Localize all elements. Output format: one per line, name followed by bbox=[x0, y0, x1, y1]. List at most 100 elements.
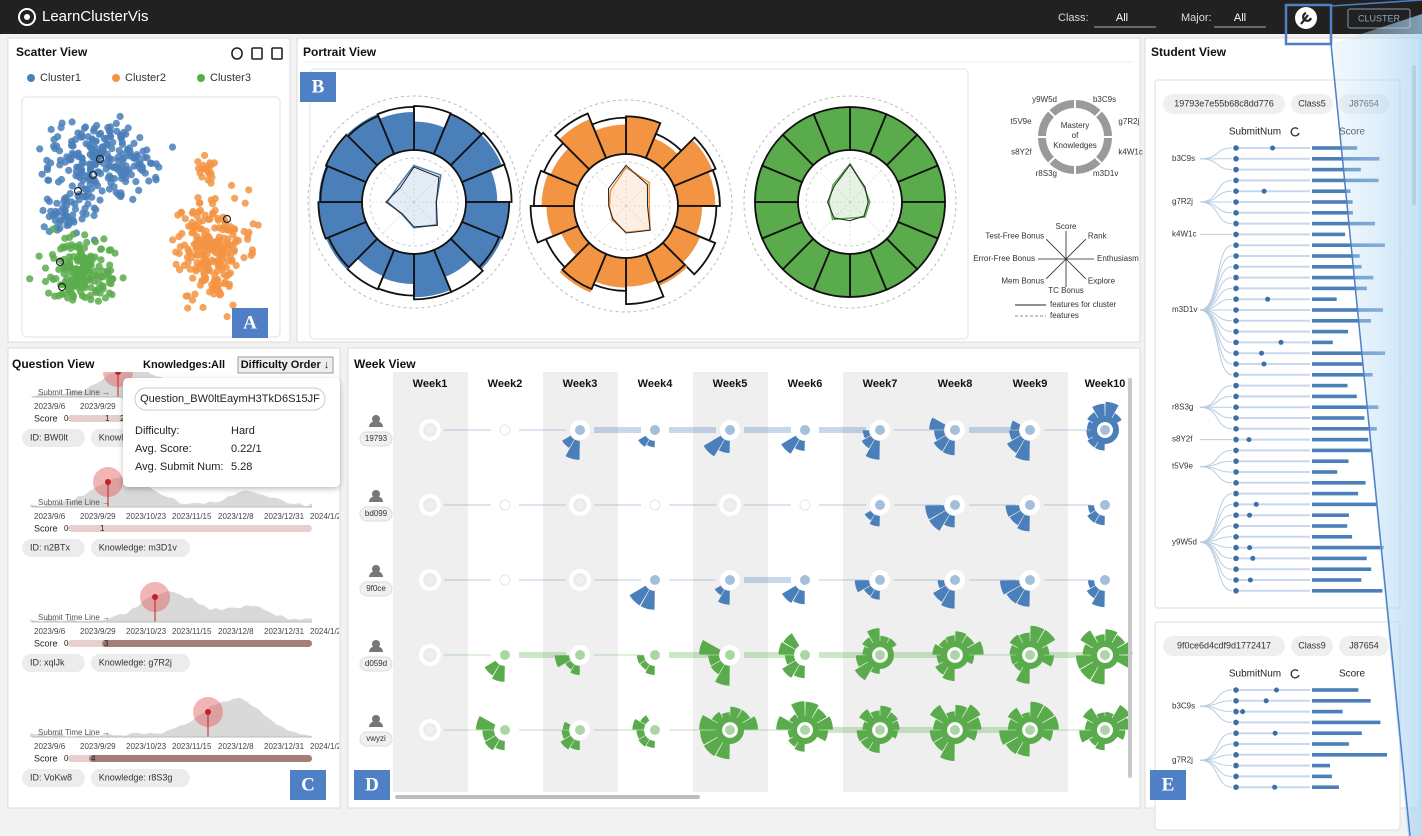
student-chip[interactable] bbox=[359, 656, 393, 672]
week-glyph bbox=[854, 570, 890, 600]
cluster-button-label[interactable]: CLUSTER bbox=[1358, 13, 1401, 23]
v-scrollbar[interactable] bbox=[1128, 378, 1132, 778]
submit-dot bbox=[1233, 752, 1239, 758]
scatter-point bbox=[108, 145, 116, 153]
major-select[interactable]: All bbox=[1234, 12, 1246, 24]
tree-branch bbox=[1199, 705, 1233, 723]
label: 2023/9/29 bbox=[80, 742, 116, 751]
tool-icon[interactable] bbox=[231, 47, 243, 60]
scatter-point bbox=[124, 124, 132, 132]
student-chip[interactable] bbox=[359, 506, 393, 522]
knowledge-filter[interactable]: All bbox=[211, 359, 225, 371]
label: features bbox=[1050, 311, 1079, 320]
student-name[interactable]: vwyzi bbox=[366, 734, 386, 743]
glyph-wedge bbox=[1005, 735, 1025, 755]
submit-dot bbox=[1263, 698, 1269, 704]
glyph-center bbox=[875, 725, 885, 735]
scatter-point bbox=[201, 151, 209, 159]
week-glyph bbox=[854, 628, 897, 681]
student-chip[interactable] bbox=[359, 731, 393, 747]
student-chip[interactable] bbox=[359, 431, 393, 447]
empty-glyph-inner bbox=[574, 574, 586, 586]
score-bar bbox=[1312, 308, 1383, 312]
submit-dot bbox=[1272, 784, 1278, 790]
glyph-center bbox=[875, 425, 885, 435]
student-name[interactable]: 9f0ce bbox=[366, 584, 386, 593]
scatter-point bbox=[196, 169, 204, 177]
week-glyph bbox=[778, 633, 815, 679]
knowledge-chip bbox=[90, 769, 190, 787]
scatter-point bbox=[100, 235, 108, 243]
feature-label: Rank bbox=[1088, 231, 1108, 240]
zoom-edge bbox=[1330, 0, 1422, 7]
student-name[interactable]: bd099 bbox=[365, 509, 388, 518]
score-bar bbox=[1312, 513, 1349, 517]
knowledge-group: m3D1v bbox=[1172, 242, 1385, 378]
tool-icon[interactable] bbox=[271, 47, 283, 60]
glyph-center bbox=[875, 575, 885, 585]
scatter-point bbox=[222, 225, 230, 233]
scatter-point bbox=[206, 215, 214, 223]
glyph-center bbox=[800, 575, 810, 585]
student-chip[interactable] bbox=[359, 581, 393, 597]
score-bar bbox=[1312, 502, 1377, 507]
week-glyph bbox=[864, 495, 890, 527]
order-button-label[interactable]: Difficulty Order ↓ bbox=[241, 359, 330, 371]
knowledge-label: t5V9e bbox=[1172, 462, 1193, 471]
glyph-wedge bbox=[646, 739, 655, 748]
legend-label: Cluster1 bbox=[40, 72, 81, 84]
submit-dot bbox=[1265, 296, 1271, 302]
scatter-point bbox=[86, 161, 94, 169]
glyph-wedge bbox=[638, 735, 650, 747]
feature-label: Test-Free Bonus bbox=[985, 231, 1044, 240]
glyph-center bbox=[1100, 725, 1110, 735]
glyph-ring bbox=[791, 716, 819, 744]
radar-axis bbox=[849, 170, 882, 203]
week-glyph bbox=[929, 704, 982, 761]
scatter-point bbox=[135, 186, 143, 194]
legend-dot bbox=[197, 74, 205, 82]
submit-dot bbox=[1233, 393, 1239, 400]
portrait-guide bbox=[805, 157, 895, 247]
glyph-center bbox=[575, 425, 585, 435]
scatter-point bbox=[172, 248, 180, 256]
cluster-portrait bbox=[519, 99, 733, 313]
empty-glyph bbox=[494, 494, 516, 516]
class-select[interactable]: All bbox=[1116, 12, 1128, 24]
week-glyph bbox=[476, 716, 515, 751]
student-name[interactable]: d059d bbox=[365, 659, 387, 668]
week-glyph bbox=[554, 645, 590, 675]
week-glyph bbox=[1086, 401, 1122, 451]
scatter-point bbox=[97, 256, 105, 264]
glyph-wedge bbox=[785, 655, 796, 665]
score-bar bbox=[1312, 243, 1385, 247]
student-name[interactable]: 19793 bbox=[365, 434, 388, 443]
scatter-point bbox=[240, 254, 248, 262]
scatter-point bbox=[199, 161, 207, 169]
refresh-icon[interactable] bbox=[1290, 127, 1300, 137]
h-scrollbar[interactable] bbox=[395, 795, 700, 799]
scatter-point bbox=[100, 135, 108, 143]
knowledge-label: g7R2j bbox=[1172, 755, 1193, 764]
week-label: Week1 bbox=[413, 378, 448, 390]
label: 2023/11/15 bbox=[172, 742, 212, 751]
feature-label: Error-Free Bonus bbox=[973, 254, 1035, 263]
refresh-icon[interactable] bbox=[1290, 669, 1300, 679]
glyph-wedge bbox=[782, 660, 800, 678]
empty-glyph bbox=[419, 719, 441, 741]
badge-box bbox=[1150, 770, 1186, 800]
glyph-ring bbox=[866, 716, 894, 744]
week-label: Week7 bbox=[863, 378, 898, 390]
scatter-point bbox=[207, 179, 215, 187]
scatter-point bbox=[152, 160, 160, 168]
order-button[interactable] bbox=[237, 356, 334, 374]
label: features for cluster bbox=[1050, 300, 1117, 309]
label: Knowledge bbox=[99, 432, 144, 442]
scatter-point bbox=[172, 260, 180, 269]
glyph-center bbox=[950, 650, 960, 660]
panel-title: Student View bbox=[1151, 45, 1227, 59]
glyph-wedge bbox=[638, 435, 650, 447]
tool-icon[interactable] bbox=[251, 47, 263, 60]
scatter-point bbox=[49, 225, 57, 233]
glyph-wedge bbox=[1017, 739, 1030, 757]
